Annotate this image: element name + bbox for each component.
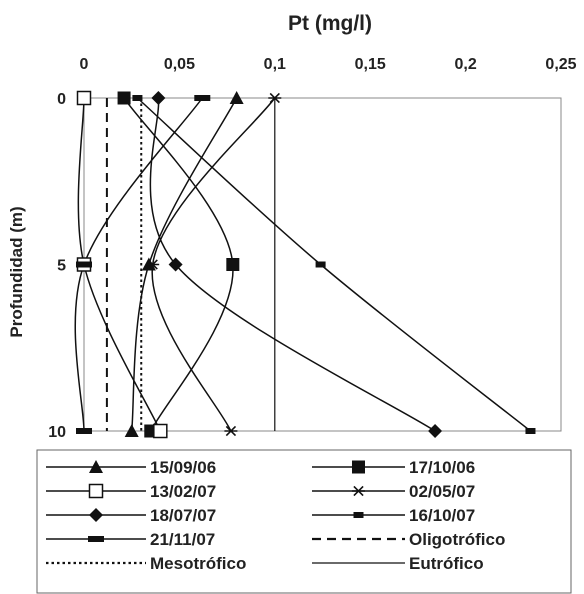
reference-lines xyxy=(105,98,276,431)
y-tick-10: 10 xyxy=(48,424,66,441)
point-16-10-07-0 xyxy=(132,95,143,101)
point-13-02-07-0 xyxy=(76,90,92,106)
y-tick-labels: 0 5 10 xyxy=(48,91,66,441)
point-15-09-06-0 xyxy=(229,91,244,104)
point-16-10-07-1 xyxy=(315,261,326,268)
point-18-07-07-2 xyxy=(428,424,443,438)
legend-label-21-11-07: 21/11/07 xyxy=(150,530,215,549)
y-tick-0: 0 xyxy=(57,91,66,108)
chart-title: Pt (mg/l) xyxy=(288,12,372,35)
legend-label-18-07-07: 18/07/07 xyxy=(150,506,216,525)
x-tick-0-2: 0,2 xyxy=(454,56,476,73)
point-21-11-07-0 xyxy=(194,95,211,101)
legend-label-02-05-07: 02/05/07 xyxy=(409,482,475,501)
legend-label-mesotr-fico: Mesotrófico xyxy=(150,554,246,573)
point-02-05-07-1 xyxy=(146,259,160,270)
legend-label-eutr-fico: Eutrófico xyxy=(409,554,484,573)
point-21-11-07-2 xyxy=(76,428,92,434)
x-tick-labels: 0 0,05 0,1 0,15 0,2 0,25 xyxy=(80,56,577,73)
point-16-10-07-2 xyxy=(525,428,536,434)
y-axis-label: Profundidad (m) xyxy=(7,206,26,337)
data-markers xyxy=(76,90,536,439)
x-tick-0-05: 0,05 xyxy=(164,56,195,73)
legend-marker-17-10-06 xyxy=(352,460,365,474)
legend-marker-15-09-06 xyxy=(89,460,103,473)
legend-marker-02-05-07 xyxy=(352,485,365,497)
y-tick-5: 5 xyxy=(57,258,66,275)
point-15-09-06-2 xyxy=(124,424,139,437)
legend-label-16-10-07: 16/10/07 xyxy=(409,506,475,525)
point-02-05-07-2 xyxy=(224,425,238,437)
x-tick-0-15: 0,15 xyxy=(355,56,386,73)
legend-marker-13-02-07 xyxy=(88,483,104,499)
legend-label-15-09-06: 15/09/06 xyxy=(150,458,216,477)
x-tick-0: 0 xyxy=(80,56,89,73)
legend-label-17-10-06: 17/10/06 xyxy=(409,458,475,477)
point-21-11-07-1 xyxy=(76,261,92,268)
point-02-05-07-0 xyxy=(268,92,282,104)
point-18-07-07-0 xyxy=(151,91,166,105)
point-13-02-07-2 xyxy=(153,423,168,439)
legend-marker-18-07-07 xyxy=(89,508,103,522)
series-line-16-10-07 xyxy=(136,97,531,432)
legend: 15/09/06 17/10/06 13/02/07 02/05/07 18/07/07… xyxy=(46,458,505,573)
point-17-10-06-1 xyxy=(226,258,240,271)
series-line-18-07-07 xyxy=(149,97,436,432)
legend-label-oligotr-fico: Oligotrófico xyxy=(409,530,505,549)
x-tick-0-1: 0,1 xyxy=(264,56,286,73)
x-tick-0-25: 0,25 xyxy=(545,56,576,73)
point-17-10-06-0 xyxy=(117,91,131,105)
point-18-07-07-1 xyxy=(168,257,183,272)
legend-label-13-02-07: 13/02/07 xyxy=(150,482,216,501)
legend-box xyxy=(36,449,572,594)
legend-marker-16-10-07 xyxy=(353,512,364,518)
series-lines xyxy=(74,97,531,432)
legend-marker-21-11-07 xyxy=(88,536,104,542)
